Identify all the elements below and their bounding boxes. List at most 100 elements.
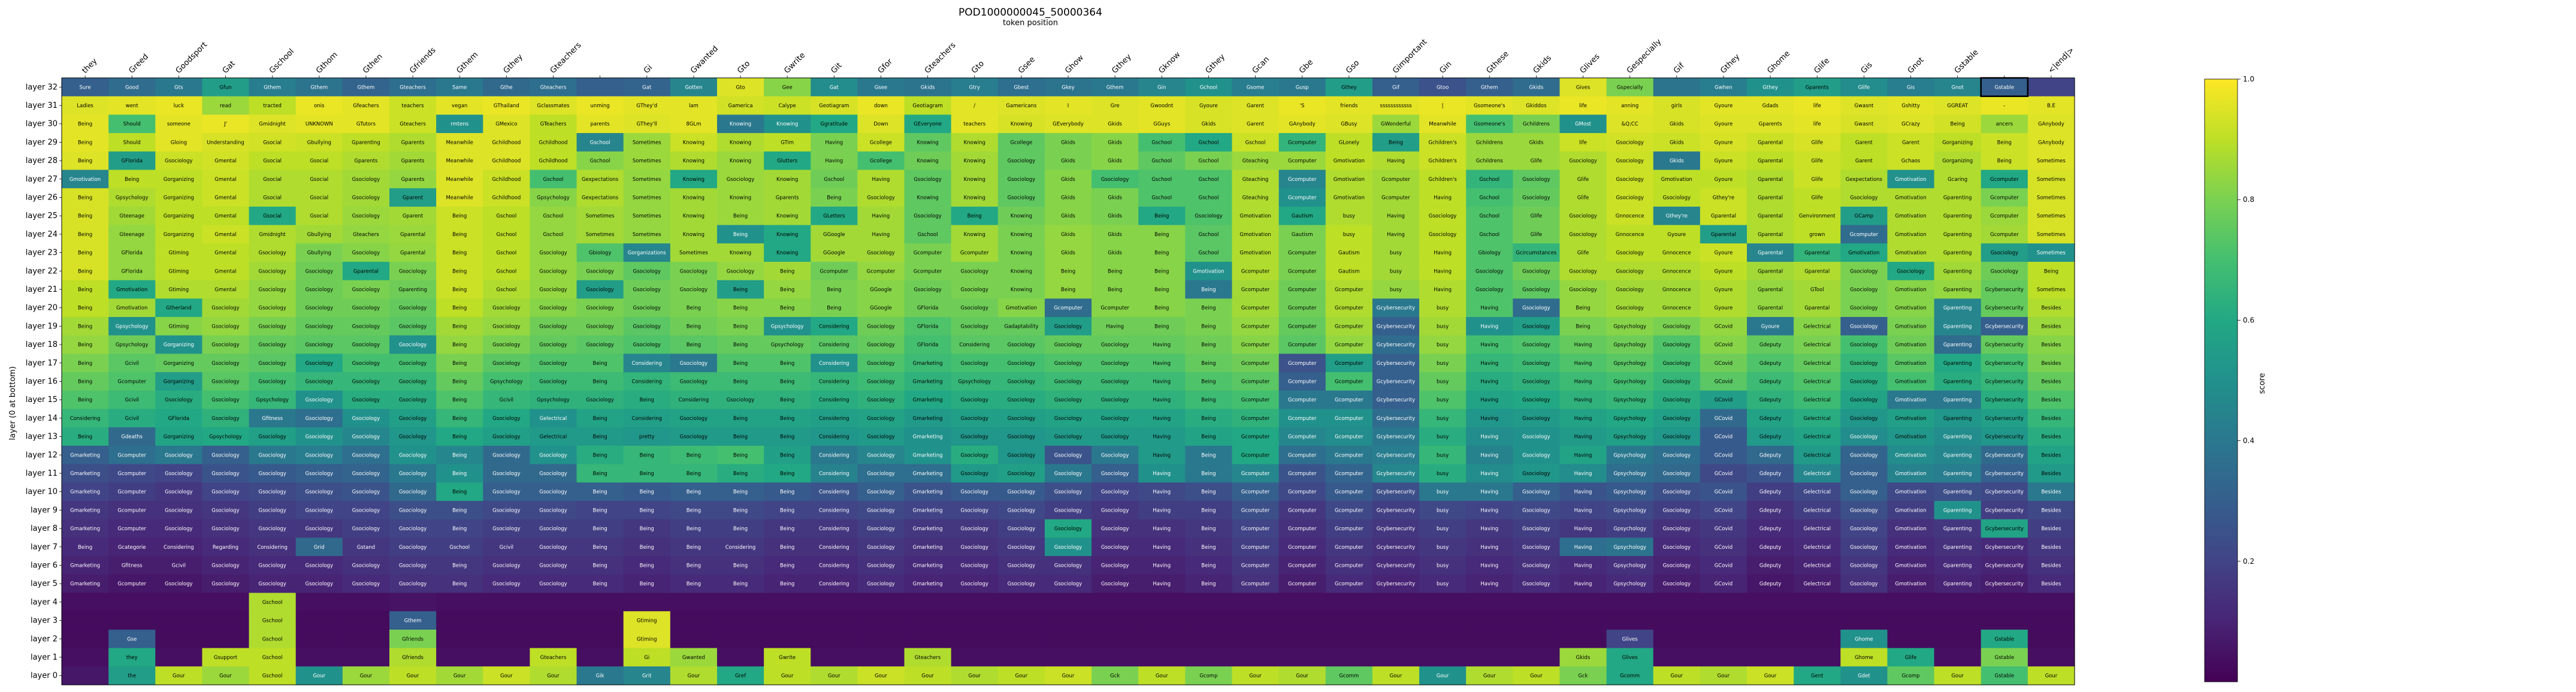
heatmap-cell (1700, 519, 1747, 539)
cell-label: Gelectrical (1803, 342, 1831, 348)
heatmap-cell (764, 501, 811, 520)
cell-label: Glife (1577, 250, 1589, 256)
heatmap-cell (155, 170, 203, 189)
cell-label: Gthey (1341, 84, 1357, 90)
heatmap-cell (1747, 372, 1794, 391)
cell-label: Gsociology (165, 489, 192, 495)
heatmap-cell (436, 629, 483, 649)
cell-label: busy (1343, 213, 1355, 219)
heatmap-cell (1278, 445, 1326, 465)
heatmap-cell (623, 188, 671, 207)
cell-label: Gour (1249, 673, 1262, 679)
cell-label: Being (1201, 507, 1216, 513)
heatmap-cell (904, 317, 952, 336)
cell-label: Gcaring (1948, 177, 1967, 183)
heatmap-cell (1981, 114, 2028, 134)
x-tick-label: Greed (127, 52, 150, 75)
heatmap-cell (2027, 206, 2075, 226)
cell-label: Being (733, 287, 748, 293)
cell-label: Gschool (1479, 195, 1499, 201)
heatmap-cell (904, 114, 952, 134)
x-tick-label: Gstable (1953, 48, 1981, 75)
heatmap-cell (1747, 170, 1794, 189)
heatmap-cell (997, 225, 1045, 244)
cell-label: Gautism (1338, 268, 1360, 274)
heatmap-cell (2027, 114, 2075, 134)
cell-label: Besides (2041, 324, 2061, 330)
cell-label: Gkids (1670, 122, 1684, 128)
heatmap-cell (1840, 574, 1888, 594)
cell-label: Gsociology (399, 507, 427, 513)
cell-label: Gmental (214, 158, 236, 164)
cell-label: Being (1201, 434, 1216, 440)
heatmap-cell (1419, 188, 1467, 207)
heatmap-cell (389, 427, 437, 446)
cell-label: Being (733, 434, 748, 440)
cell-label: Gschool (824, 177, 844, 183)
cell-label: Gsociology (1522, 379, 1550, 385)
cell-label: Being (1201, 361, 1216, 367)
heatmap-cell (1794, 519, 1841, 539)
cell-label: Gcomputer (914, 268, 942, 274)
heatmap-cell (1325, 537, 1373, 557)
heatmap-cell (342, 78, 390, 97)
cell-label: Gsociology (1663, 379, 1691, 385)
x-tick-label: Gthey (502, 52, 525, 75)
heatmap-cell (1513, 501, 1561, 520)
cell-label: grown (1809, 232, 1825, 238)
cell-label: Meanwhile (446, 195, 473, 201)
cell-label: Gsociology (258, 250, 286, 256)
heatmap-cell (857, 611, 905, 630)
heatmap-cell (249, 537, 297, 557)
heatmap-cell (249, 151, 297, 171)
heatmap-cell (389, 151, 437, 171)
heatmap-cell (811, 78, 858, 97)
heatmap-cell (811, 648, 858, 667)
heatmap-cell (1419, 372, 1467, 391)
colorbar-ticks: 0.20.40.60.81.0 (2238, 75, 2254, 566)
heatmap-cell (1232, 390, 1280, 410)
heatmap-cell (155, 556, 203, 575)
cell-label: Gcomputer (1288, 452, 1317, 458)
heatmap-cell (997, 151, 1045, 171)
heatmap-cell (1981, 482, 2028, 501)
cell-label: Gsociology (1008, 507, 1035, 513)
heatmap-cell (1747, 611, 1794, 630)
heatmap-cell (389, 261, 437, 281)
cell-label: Gour (1156, 673, 1168, 679)
heatmap-cell (436, 78, 483, 97)
heatmap-cell (904, 335, 952, 355)
heatmap-cell (1372, 151, 1420, 171)
cell-label: Gsociology (539, 268, 567, 274)
cell-label: Gsociology (1569, 268, 1597, 274)
heatmap-cell (997, 482, 1045, 501)
heatmap-cell (1185, 206, 1233, 226)
cell-label: teachers (402, 103, 425, 109)
heatmap-cell (483, 78, 530, 97)
heatmap-cell (1747, 648, 1794, 667)
cell-label: Gcomputer (1990, 177, 2019, 183)
heatmap-cell (764, 280, 811, 299)
cell-label: Ggratitude (820, 122, 848, 128)
heatmap-cell (1419, 427, 1467, 446)
cell-label: Gmental (214, 177, 236, 183)
heatmap-cell (716, 225, 764, 244)
heatmap-cell (249, 96, 297, 115)
heatmap-cell (1138, 519, 1186, 539)
cell-label: Gsociology (1101, 563, 1129, 569)
x-tick-label: Gthey (1204, 52, 1227, 75)
cell-label: Being (452, 471, 467, 477)
cell-label: Gcomputer (1241, 416, 1270, 422)
heatmap-cell (1466, 225, 1513, 244)
cell-label: Having (1434, 250, 1452, 256)
cell-label: GCovid (1715, 324, 1733, 330)
cell-label: Gmotivation (1895, 232, 1926, 238)
heatmap-cell (436, 206, 483, 226)
heatmap-cell (1700, 188, 1747, 207)
cell-label: Being (733, 213, 748, 219)
cell-label: Gsociology (1101, 581, 1129, 587)
cell-label: Gsociology (1008, 195, 1035, 201)
heatmap-cell (1372, 648, 1420, 667)
heatmap-cell (1278, 317, 1326, 336)
heatmap-cell (1840, 206, 1888, 226)
